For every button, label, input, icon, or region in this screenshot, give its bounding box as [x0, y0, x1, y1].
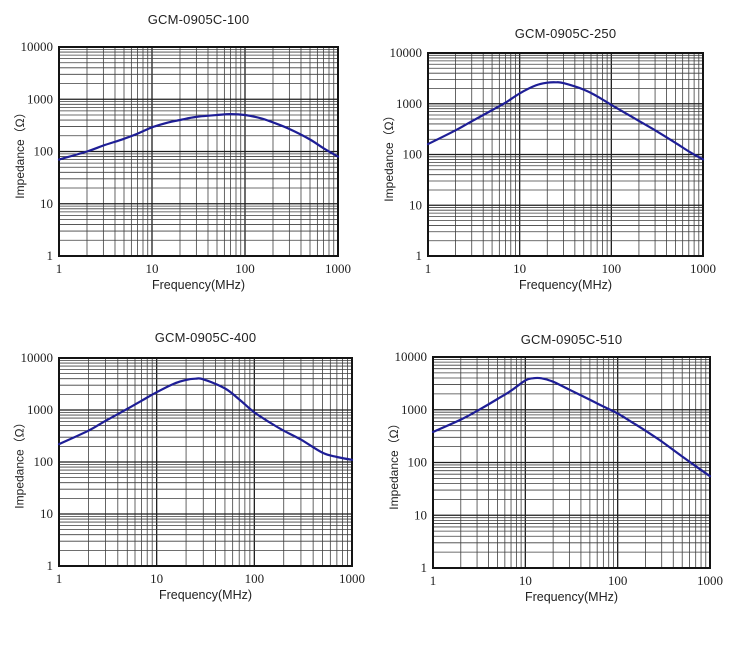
x-tick-label: 1	[425, 261, 432, 276]
y-tick-label: 100	[408, 455, 428, 470]
chart-title: GCM-0905C-400	[154, 330, 257, 345]
x-tick-label: 10	[513, 261, 526, 276]
chart-panel-gcm-0905c-250: GCM-0905C-250 Impedance（Ω） 1 10 100 1000 100…	[371, 0, 743, 324]
impedance-plot: 1 10 100 1000 10000 1 10 100 1000	[390, 45, 717, 276]
y-tick-label: 10000	[390, 45, 423, 60]
x-tick-label: 1	[56, 571, 63, 586]
chart-title: GCM-0905C-510	[520, 332, 623, 347]
x-tick-label: 1000	[325, 261, 351, 276]
y-tick-label: 10	[40, 196, 53, 211]
y-tick-label: 10000	[21, 350, 54, 365]
y-tick-label: 1000	[401, 402, 427, 417]
x-axis-label: Frequency(MHz)	[524, 590, 619, 604]
x-tick-label: 1	[430, 573, 437, 588]
impedance-line	[57, 112, 340, 161]
y-tick-label: 100	[34, 144, 54, 159]
impedance-line	[431, 376, 712, 478]
x-tick-label: 1000	[690, 261, 716, 276]
grid-lines	[427, 52, 704, 257]
y-tick-label: 1000	[27, 402, 53, 417]
tick-labels: 1 10 100 1000 10000 1 10 100 1000	[395, 349, 724, 588]
tick-labels: 1 10 100 1000 10000 1 10 100 1000	[21, 39, 352, 276]
y-tick-label: 1	[416, 248, 423, 263]
y-tick-label: 1	[47, 248, 54, 263]
tick-labels: 1 10 100 1000 10000 1 10 100 1000	[21, 350, 366, 586]
grid-lines	[58, 357, 353, 567]
y-tick-label: 10	[414, 507, 427, 522]
grid-lines	[432, 356, 711, 569]
impedance-curve	[57, 377, 354, 461]
x-tick-label: 10	[146, 261, 159, 276]
impedance-plot: 1 10 100 1000 10000 1 10 100 1000	[21, 350, 366, 586]
x-tick-label: 10	[519, 573, 532, 588]
x-tick-label: 100	[235, 261, 255, 276]
impedance-curve	[431, 376, 712, 478]
y-tick-label: 100	[34, 454, 54, 469]
impedance-line	[426, 81, 705, 161]
x-tick-label: 1000	[697, 573, 723, 588]
x-tick-label: 10	[150, 571, 163, 586]
y-tick-label: 1	[421, 560, 428, 575]
y-tick-label: 1000	[396, 96, 422, 111]
impedance-plot: 1 10 100 1000 10000 1 10 100 1000	[21, 39, 352, 276]
chart-title: GCM-0905C-100	[147, 12, 250, 27]
x-tick-label: 100	[245, 571, 265, 586]
x-axis-label: Frequency(MHz)	[518, 278, 613, 292]
x-tick-label: 100	[602, 261, 622, 276]
y-tick-label: 10000	[21, 39, 54, 54]
chart-panel-gcm-0905c-100: GCM-0905C-100 Impedance（Ω） 1 10 100 1000 100…	[0, 0, 372, 324]
y-tick-label: 10	[40, 506, 53, 521]
y-tick-label: 10000	[395, 349, 428, 364]
impedance-plot: 1 10 100 1000 10000 1 10 100 1000	[395, 349, 724, 588]
chart-title: GCM-0905C-250	[514, 26, 617, 41]
chart-panel-gcm-0905c-400: GCM-0905C-400 Impedance（Ω） 1 10 100 1000 100…	[0, 324, 372, 648]
y-tick-label: 1000	[27, 91, 53, 106]
impedance-curve	[426, 81, 705, 161]
grid-lines	[58, 46, 339, 257]
y-tick-label: 1	[47, 558, 54, 573]
x-axis-label: Frequency(MHz)	[158, 588, 253, 602]
x-tick-label: 1	[56, 261, 63, 276]
x-tick-label: 1000	[339, 571, 365, 586]
impedance-curve	[57, 112, 340, 161]
tick-labels: 1 10 100 1000 10000 1 10 100 1000	[390, 45, 717, 276]
y-tick-label: 10	[409, 197, 422, 212]
y-tick-label: 100	[403, 147, 423, 162]
x-tick-label: 100	[608, 573, 628, 588]
chart-panel-gcm-0905c-510: GCM-0905C-510 Impedance（Ω） 1 10 100 1000 100…	[371, 324, 743, 648]
x-axis-label: Frequency(MHz)	[151, 278, 246, 292]
impedance-line	[57, 377, 354, 461]
